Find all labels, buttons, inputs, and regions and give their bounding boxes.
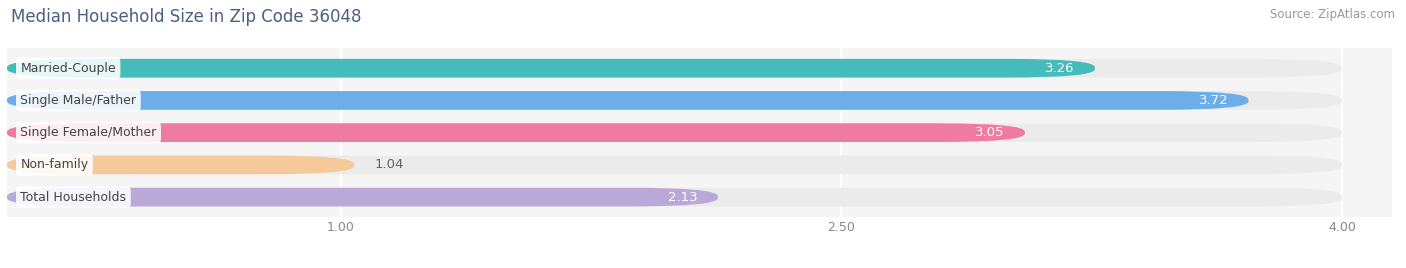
- FancyBboxPatch shape: [7, 59, 1095, 77]
- FancyBboxPatch shape: [7, 155, 354, 174]
- Text: Non-family: Non-family: [20, 158, 89, 171]
- Text: Total Households: Total Households: [20, 191, 127, 204]
- Text: Single Female/Mother: Single Female/Mother: [20, 126, 156, 139]
- Text: Source: ZipAtlas.com: Source: ZipAtlas.com: [1270, 8, 1395, 21]
- FancyBboxPatch shape: [7, 155, 1341, 174]
- FancyBboxPatch shape: [7, 188, 1341, 206]
- FancyBboxPatch shape: [7, 123, 1025, 142]
- Text: 2.13: 2.13: [668, 191, 697, 204]
- FancyBboxPatch shape: [7, 91, 1249, 110]
- FancyBboxPatch shape: [7, 59, 1341, 77]
- Text: 1.04: 1.04: [374, 158, 404, 171]
- Text: Married-Couple: Married-Couple: [20, 62, 117, 75]
- Text: 3.05: 3.05: [976, 126, 1005, 139]
- FancyBboxPatch shape: [7, 91, 1341, 110]
- FancyBboxPatch shape: [7, 188, 718, 206]
- Text: 3.26: 3.26: [1046, 62, 1076, 75]
- Text: 3.72: 3.72: [1199, 94, 1229, 107]
- Text: Median Household Size in Zip Code 36048: Median Household Size in Zip Code 36048: [11, 8, 361, 26]
- Text: Single Male/Father: Single Male/Father: [20, 94, 136, 107]
- FancyBboxPatch shape: [7, 123, 1341, 142]
